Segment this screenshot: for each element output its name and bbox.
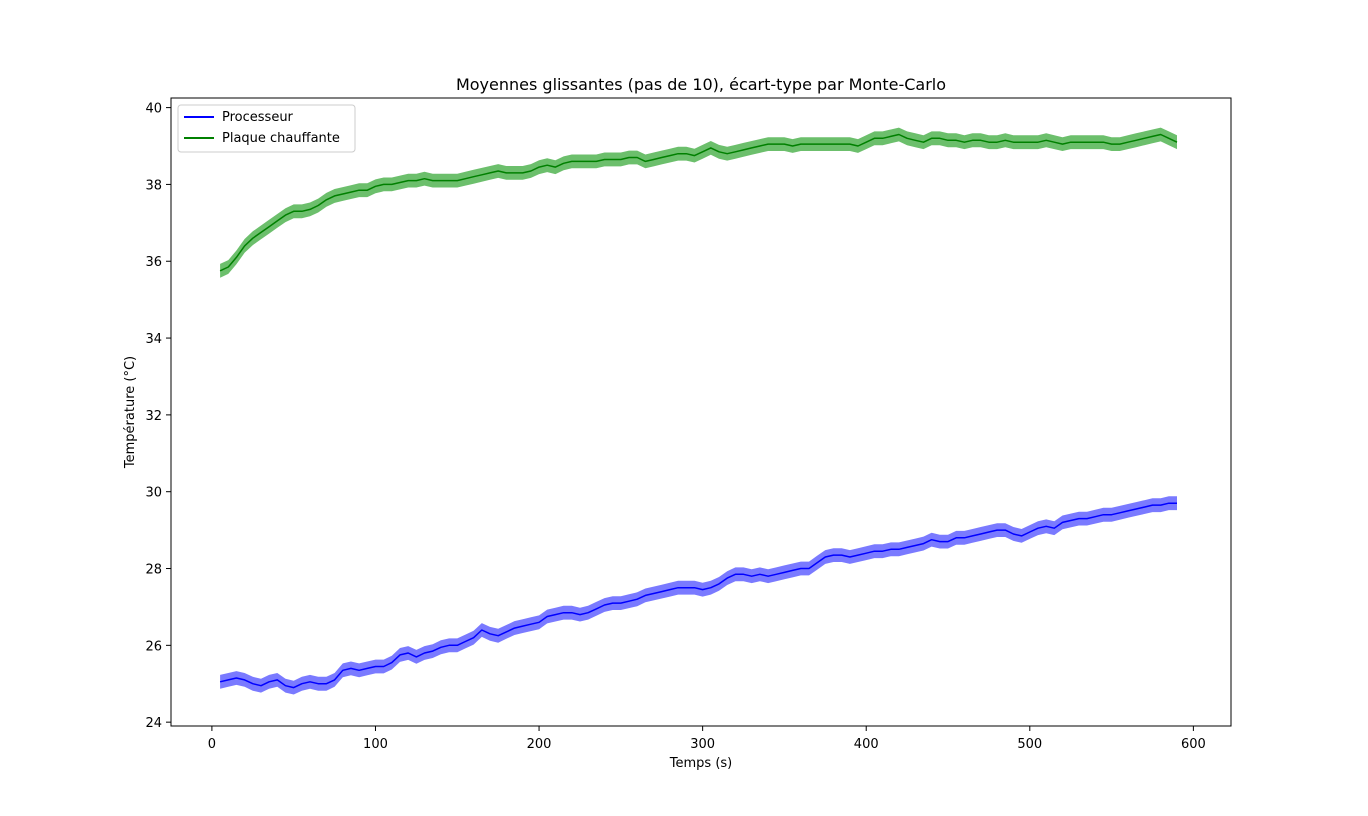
y-tick-label: 24 [145, 716, 162, 731]
legend-label-plaque-chauffante: Plaque chauffante [222, 131, 340, 146]
y-tick-label: 40 [145, 102, 162, 117]
x-tick-label: 100 [363, 737, 388, 752]
y-tick-label: 38 [145, 178, 162, 193]
x-axis-label: Temps (s) [669, 756, 732, 771]
y-tick-label: 26 [145, 639, 162, 654]
plot-area [170, 97, 1232, 727]
legend: Processeur Plaque chauffante [177, 104, 356, 153]
y-axis-ticks: 24 26 28 30 32 34 36 38 40 [145, 102, 171, 731]
series-line-processeur [219, 502, 1177, 689]
x-tick-label: 300 [690, 737, 715, 752]
legend-label-processeur: Processeur [222, 110, 294, 125]
x-tick-label: 400 [854, 737, 879, 752]
y-axis-label: Température (°C) [123, 356, 138, 469]
x-tick-label: 600 [1181, 737, 1206, 752]
y-tick-label: 30 [145, 486, 162, 501]
series-line-plaque-chauffante [219, 133, 1178, 272]
x-tick-label: 500 [1017, 737, 1042, 752]
y-tick-label: 36 [145, 255, 162, 270]
series-lines [219, 133, 1178, 689]
y-tick-label: 28 [145, 563, 162, 578]
x-tick-label: 200 [527, 737, 552, 752]
chart-title: Moyennes glissantes (pas de 10), écart-t… [456, 75, 946, 94]
y-tick-label: 32 [145, 409, 162, 424]
plot-frame [170, 97, 1232, 727]
y-tick-label: 34 [145, 332, 162, 347]
x-axis-ticks: 0 100 200 300 400 500 600 [208, 726, 1206, 752]
x-tick-label: 0 [208, 737, 216, 752]
legend-box [177, 104, 356, 153]
